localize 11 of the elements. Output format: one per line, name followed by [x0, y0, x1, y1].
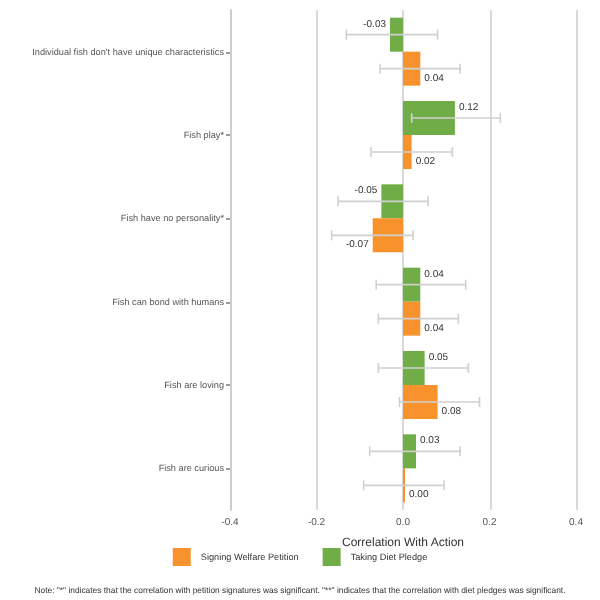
bar: [403, 301, 421, 336]
bar: [403, 101, 455, 135]
bar: [403, 267, 421, 302]
bar: [381, 184, 403, 219]
bar: [403, 434, 416, 469]
bar: [390, 17, 403, 52]
bar: [403, 351, 425, 385]
bar: [403, 385, 438, 419]
bar: [403, 135, 412, 169]
bar: [403, 51, 421, 86]
bar: [372, 218, 403, 253]
